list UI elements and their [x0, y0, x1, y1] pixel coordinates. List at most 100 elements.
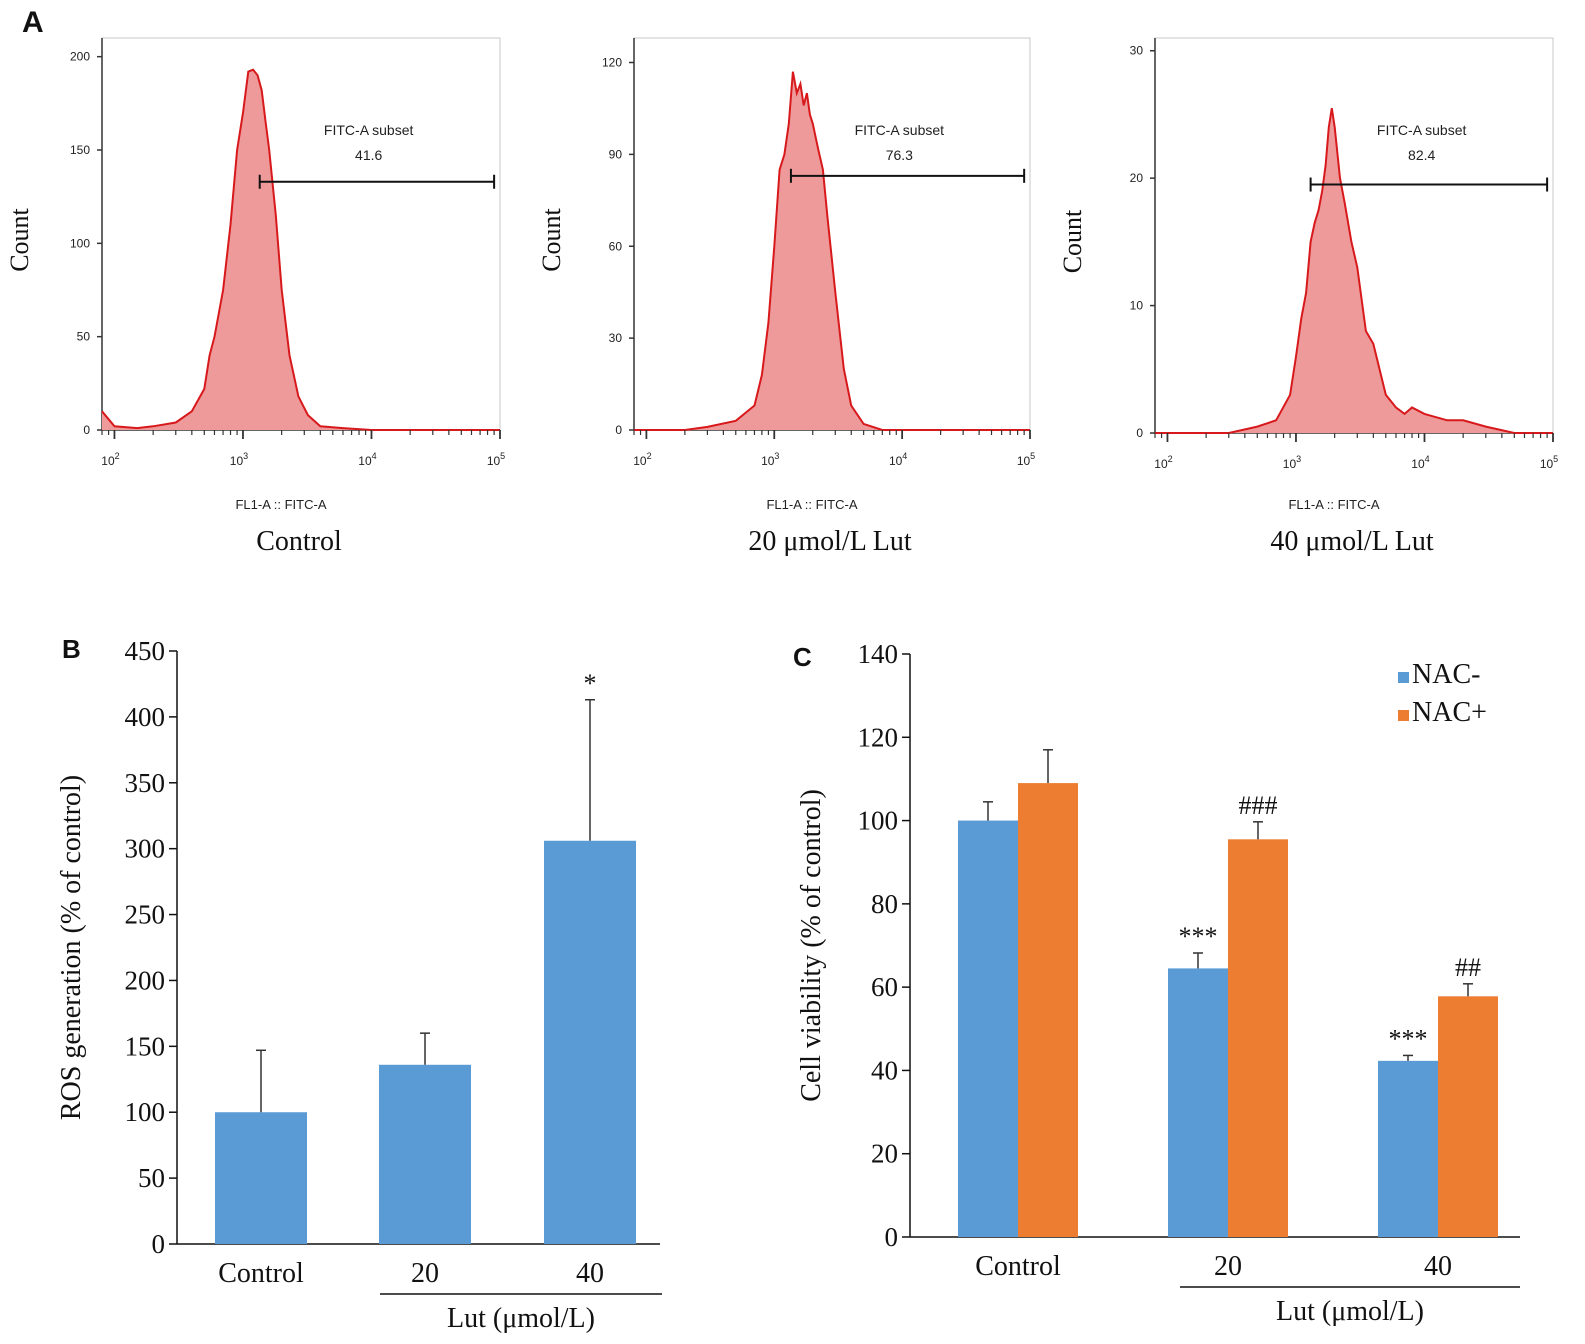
bar — [544, 840, 636, 1244]
x-axis-title: FL1-A :: FITC-A — [235, 497, 326, 512]
y-tick-label: 30 — [609, 331, 623, 345]
x-tick-label: 104 — [889, 451, 907, 468]
x-tick-label: Control — [975, 1251, 1061, 1282]
x-tick-label: 103 — [1283, 454, 1301, 471]
y-tick-label: 40 — [871, 1055, 898, 1085]
y-tick-label: 90 — [609, 147, 623, 161]
histogram-line — [634, 71, 1030, 431]
gate-name: FITC-A subset — [324, 122, 414, 138]
y-tick-label: 0 — [152, 1229, 166, 1259]
y-tick-label: 200 — [70, 50, 90, 64]
y-tick-label: 400 — [125, 702, 166, 732]
y-tick-label: 10 — [1130, 299, 1144, 313]
y-tick-label: 0 — [885, 1222, 899, 1252]
y-axis-title: ROS generation (% of control) — [56, 775, 87, 1120]
plot-frame — [101, 37, 501, 431]
legend-label: NAC- — [1412, 659, 1480, 690]
x-tick-label: 102 — [1154, 454, 1172, 471]
histogram-fill — [102, 69, 500, 430]
x-tick-label: 105 — [487, 451, 505, 468]
bar — [379, 1064, 471, 1244]
y-tick-label: 80 — [871, 889, 898, 919]
y-tick-label: 20 — [871, 1139, 898, 1169]
legend-label: NAC+ — [1412, 697, 1487, 728]
x-axis-title: FL1-A :: FITC-A — [1288, 497, 1379, 512]
x-tick-label: 104 — [1411, 454, 1429, 471]
panel-caption: 20 μmol/L Lut — [748, 526, 912, 557]
legend-swatch — [1398, 710, 1409, 721]
histogram-line — [1155, 107, 1553, 434]
x-tick-label: 102 — [633, 451, 651, 468]
panel-caption: Control — [256, 526, 342, 557]
y-tick-label: 60 — [609, 239, 623, 253]
histogram-20-lut: 0 30 60 90 120 102 103 104 105 FITC-A subset 76.3 F… — [537, 37, 1035, 557]
gate-value: 76.3 — [886, 147, 913, 163]
x-tick-label: 102 — [101, 451, 119, 468]
y-axis-title: Count — [5, 207, 34, 271]
x-tick-label: 20 — [411, 1258, 439, 1289]
panel-label-a: A — [22, 6, 44, 39]
y-tick-label: 120 — [858, 722, 899, 752]
y-tick-label: 250 — [125, 900, 166, 930]
gate-value: 41.6 — [355, 147, 382, 163]
histogram-fill — [1155, 108, 1553, 433]
x-tick-label: 104 — [358, 451, 376, 468]
viability-bar-chart: 0 20 40 60 80 100 120 140 Control *** ### 20 *** ## 40… — [796, 639, 1520, 1327]
histogram-40-lut: 0 10 20 30 102 103 104 105 FITC-A subset 82.4 FL1-… — [1058, 37, 1558, 557]
group-label: Lut (μmol/L) — [1276, 1296, 1424, 1327]
y-tick-label: 150 — [70, 143, 90, 157]
y-tick-label: 100 — [70, 236, 90, 250]
x-tick-label: 20 — [1214, 1251, 1242, 1282]
significance-marker: *** — [1389, 1024, 1428, 1053]
y-tick-label: 0 — [1136, 426, 1143, 440]
bar — [215, 1112, 307, 1244]
y-axis-title: Count — [1058, 209, 1087, 273]
significance-marker: * — [584, 669, 597, 698]
x-tick-label: 40 — [576, 1258, 604, 1289]
bar — [1018, 783, 1078, 1237]
y-tick-label: 50 — [77, 330, 91, 344]
x-tick-label: 105 — [1540, 454, 1558, 471]
y-axis-title: Cell viability (% of control) — [796, 789, 827, 1102]
gate-value: 82.4 — [1408, 147, 1435, 163]
x-tick-label: 103 — [761, 451, 779, 468]
x-axis-title: FL1-A :: FITC-A — [766, 497, 857, 512]
bar — [1378, 1060, 1438, 1237]
panel-label-c: C — [793, 642, 812, 672]
bar — [1438, 996, 1498, 1237]
bar — [1168, 968, 1228, 1237]
y-tick-label: 60 — [871, 972, 898, 1002]
x-tick-label: 40 — [1424, 1251, 1452, 1282]
significance-marker: ### — [1239, 791, 1278, 820]
significance-marker: *** — [1179, 922, 1218, 951]
panel-caption: 40 μmol/L Lut — [1270, 526, 1434, 557]
y-axis-title: Count — [537, 207, 566, 271]
legend-swatch — [1398, 672, 1409, 683]
panel-label-b: B — [62, 634, 81, 664]
y-tick-label: 100 — [858, 806, 899, 836]
significance-marker: ## — [1455, 953, 1481, 982]
bar — [1228, 839, 1288, 1237]
y-tick-label: 0 — [83, 423, 90, 437]
histogram-fill — [634, 71, 1030, 430]
x-tick-label: 105 — [1017, 451, 1035, 468]
y-tick-label: 450 — [125, 636, 166, 666]
y-tick-label: 50 — [138, 1163, 165, 1193]
y-tick-label: 200 — [125, 965, 166, 995]
histogram-line — [101, 68, 500, 431]
y-tick-label: 350 — [125, 768, 166, 798]
ros-bar-chart: 0 50 100 150 200 250 300 350 400 450 Control 20 * 40 L… — [56, 636, 662, 1334]
group-label: Lut (μmol/L) — [447, 1303, 595, 1334]
x-tick-label: 103 — [230, 451, 248, 468]
y-tick-label: 300 — [125, 834, 166, 864]
y-tick-label: 100 — [125, 1097, 166, 1127]
gate-name: FITC-A subset — [1377, 122, 1467, 138]
y-tick-label: 20 — [1130, 171, 1144, 185]
x-tick-label: Control — [218, 1258, 304, 1289]
histogram-control: 0 50 100 150 200 102 103 104 105 FITC-A subset 41.… — [5, 37, 505, 557]
bar — [958, 820, 1018, 1237]
y-tick-label: 120 — [602, 56, 622, 70]
y-tick-label: 140 — [858, 639, 899, 669]
y-tick-label: 30 — [1130, 44, 1144, 58]
